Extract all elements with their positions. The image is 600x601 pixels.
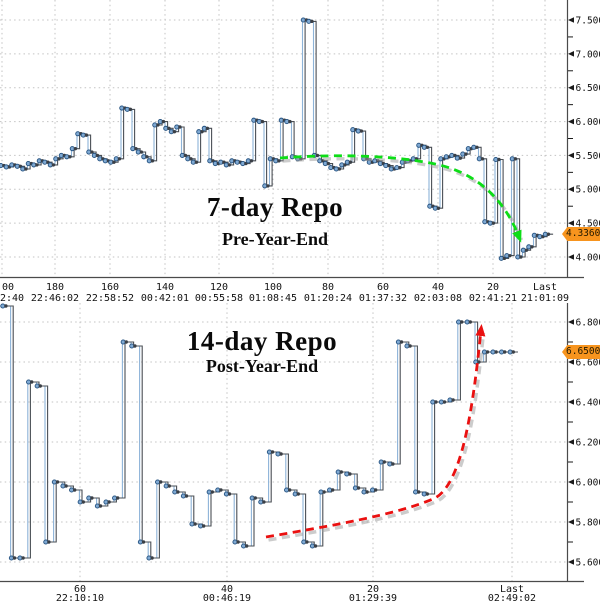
- y-tick-arrow-icon: [568, 84, 574, 91]
- x-tick-time: 02:41:21: [469, 293, 517, 304]
- x-tick-count: 80: [322, 282, 334, 293]
- trend-shadow: [268, 332, 486, 542]
- x-tick-time: 22:10:10: [56, 593, 104, 601]
- x-tick-time: 21:01:09: [521, 293, 569, 304]
- x-tick-time: 00:55:58: [195, 293, 243, 304]
- y-tick-label: 4.5000: [576, 219, 600, 230]
- x-tick-time: 01:29:39: [349, 593, 397, 601]
- y-tick-arrow-icon: [568, 479, 574, 485]
- x-tick-count: 00: [2, 282, 14, 293]
- y-tick-arrow-icon: [568, 439, 574, 445]
- trend-line-down: [279, 154, 522, 243]
- y-tick-arrow-icon: [568, 359, 574, 365]
- x-tick-count: 40: [221, 584, 233, 595]
- x-tick-time: 02:49:02: [488, 593, 536, 601]
- bottom-chart-subtitle: Post-Year-End: [205, 356, 319, 376]
- y-tick-arrow-icon: [568, 559, 574, 565]
- top-last-price-tag: 4.3360: [562, 227, 600, 241]
- x-tick-time: 00:42:01: [141, 293, 189, 304]
- y-tick-label: 5.5000: [576, 151, 600, 162]
- x-tick-time: 00:46:19: [203, 593, 251, 601]
- y-tick-arrow-icon: [568, 186, 574, 193]
- x-tick-time: 01:37:32: [359, 293, 407, 304]
- x-tick-count: 120: [210, 282, 228, 293]
- series-dots: [0, 17, 551, 261]
- x-tick-count: 140: [156, 282, 174, 293]
- y-tick-arrow-icon: [568, 220, 574, 226]
- y-tick-arrow-icon: [568, 152, 574, 159]
- y-tick-label: 5.6000: [576, 557, 600, 568]
- x-tick-time: 22:58:52: [86, 293, 134, 304]
- trend-line-up: [265, 324, 486, 539]
- x-tick-time: 2:40: [0, 293, 24, 304]
- top-chart-subtitle: Pre-Year-End: [222, 229, 328, 249]
- x-tick-count: 60: [377, 282, 389, 293]
- bottom-last-price-tag: 6.6500: [562, 345, 600, 359]
- x-tick-count: 160: [101, 282, 119, 293]
- trend-shadow: [282, 157, 524, 241]
- y-tick-arrow-icon: [568, 17, 574, 23]
- y-tick-label: 6.5000: [576, 83, 600, 94]
- x-tick-count: 40: [432, 282, 444, 293]
- x-tick-time: 01:08:45: [249, 293, 297, 304]
- y-tick-arrow-icon: [568, 399, 574, 405]
- x-tick-count: 20: [487, 282, 499, 293]
- x-tick-time: 02:03:08: [414, 293, 462, 304]
- x-tick-time: 22:46:02: [31, 293, 79, 304]
- y-tick-label: 6.6000: [576, 357, 600, 368]
- y-tick-label: 6.8000: [576, 317, 600, 328]
- y-tick-arrow-icon: [568, 118, 574, 125]
- x-tick-count: Last: [500, 584, 524, 595]
- x-tick-count: Last: [533, 282, 557, 293]
- y-tick-arrow-icon: [568, 51, 574, 57]
- y-tick-arrow-icon: [568, 519, 574, 525]
- y-tick-label: 7.5000: [576, 15, 600, 26]
- y-tick-arrow-icon: [568, 254, 574, 260]
- x-tick-time: 01:20:24: [304, 293, 352, 304]
- x-tick-count: 100: [264, 282, 282, 293]
- x-tick-count: 180: [46, 282, 64, 293]
- y-tick-label: 5.8000: [576, 517, 600, 528]
- bottom-chart-title: 14-day Repo: [186, 326, 338, 356]
- top-chart-title: 7-day Repo: [206, 192, 344, 222]
- x-tick-count: 60: [74, 584, 86, 595]
- y-tick-arrow-icon: [568, 319, 574, 325]
- series-dots: [0, 303, 515, 561]
- x-tick-count: 20: [367, 584, 379, 595]
